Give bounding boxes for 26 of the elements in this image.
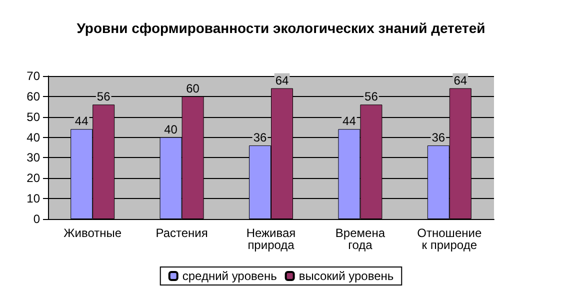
y-tick-label: 70 (26, 69, 40, 83)
data-label: 40 (164, 122, 178, 136)
y-tick-label: 60 (26, 89, 40, 104)
y-tick-label: 0 (33, 212, 40, 226)
y-tick-label: 40 (26, 130, 40, 144)
data-label: 64 (454, 73, 468, 88)
data-label: 56 (96, 90, 111, 104)
x-tick-label: Неживая природа (246, 226, 296, 252)
data-label: 36 (432, 130, 446, 144)
y-tick-label: 30 (26, 150, 40, 165)
data-label: 44 (74, 114, 89, 128)
x-tick-label: Растения (156, 226, 208, 240)
chart-title: Уровни сформированности экологических знаний дететей (76, 20, 486, 36)
y-tick-label: 10 (26, 192, 40, 206)
data-label: 36 (253, 130, 267, 144)
data-label: 44 (342, 114, 356, 128)
y-tick-label: 20 (26, 171, 40, 186)
x-tick-label: Времена года (335, 226, 386, 252)
legend-label: высокий уровень (298, 269, 394, 283)
data-label: 56 (364, 90, 378, 104)
legend-label: средний уровень (182, 269, 277, 283)
y-tick-label: 50 (26, 110, 40, 124)
data-label: 60 (186, 81, 200, 96)
data-label: 64 (275, 73, 289, 88)
x-tick-label: Отношение к природе (417, 226, 482, 252)
x-tick-label: Животные (64, 226, 122, 240)
